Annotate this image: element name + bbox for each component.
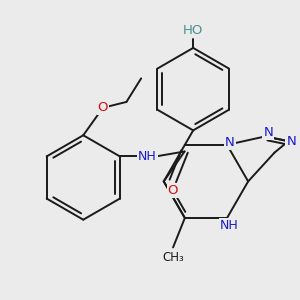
Text: N: N — [263, 126, 273, 139]
Text: CH₃: CH₃ — [162, 251, 184, 264]
Text: NH: NH — [220, 219, 238, 232]
Text: NH: NH — [138, 150, 157, 163]
Text: N: N — [286, 135, 296, 148]
Text: HO: HO — [183, 24, 203, 37]
Text: O: O — [98, 101, 108, 114]
Text: O: O — [168, 184, 178, 197]
Text: N: N — [225, 136, 235, 149]
